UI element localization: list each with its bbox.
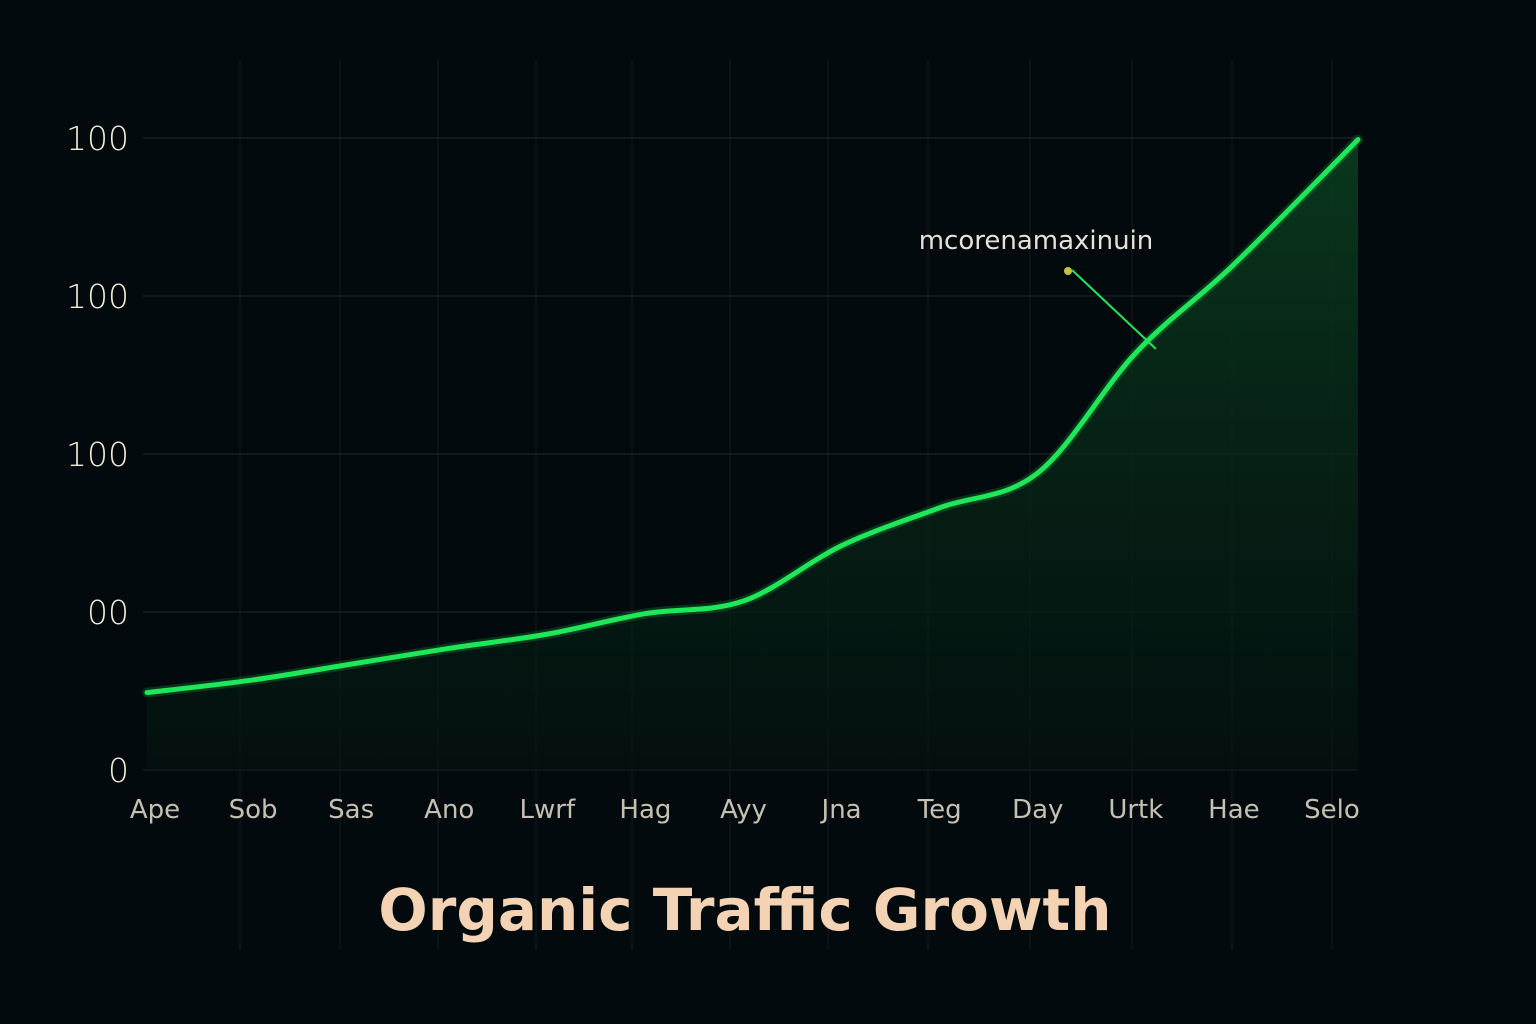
series-line [144,137,1361,696]
x-axis-ticks: Ape Sob Sas Ano Lwrf Hag Ayy Jna Teg Day Urtk Hae Se… [130,795,1360,825]
x-tick-label: Ano [424,795,474,825]
x-tick-label: Sas [328,795,374,825]
x-tick-label: Ape [130,795,180,825]
y-tick-label: 100 [66,435,129,474]
x-tick-label: Ayy [720,795,767,825]
annotation-marker [1064,267,1072,275]
series-area [147,139,1358,770]
area-fill-layer [147,139,1358,770]
annotation: mcorenamaxinuin [919,226,1157,350]
x-tick-label: Hag [619,795,671,825]
x-tick-label: Jna [820,795,862,825]
y-tick-label: 00 [87,593,129,632]
y-tick-label: 0 [108,751,129,790]
annotation-label: mcorenamaxinuin [919,226,1154,256]
x-tick-label: Urtk [1108,795,1163,825]
x-tick-label: Selo [1304,795,1360,825]
x-tick-label: Day [1012,795,1063,825]
y-tick-label: 100 [66,119,129,158]
y-tick-label: 100 [66,277,129,316]
x-tick-label: Teg [917,795,962,825]
annotation-leader-line [1071,269,1157,350]
x-tick-label: Hae [1208,795,1259,825]
x-tick-label: Lwrf [520,795,576,825]
line-layer [142,134,1363,698]
chart-title: Organic Traffic Growth [378,876,1112,944]
x-tick-label: Sob [229,795,278,825]
